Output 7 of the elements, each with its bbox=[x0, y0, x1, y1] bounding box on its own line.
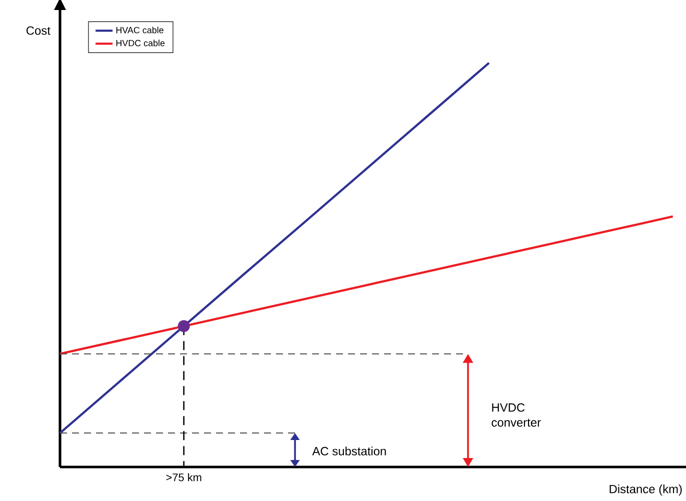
legend-label: HVDC cable bbox=[116, 40, 165, 46]
annotation: HVDC converter bbox=[492, 403, 541, 427]
y-axis-title: Cost bbox=[26, 26, 50, 35]
x-axis-title: Distance (km) bbox=[610, 484, 682, 496]
legend-label: HVAC cable bbox=[116, 26, 164, 34]
text: >75 km bbox=[166, 473, 202, 482]
annotation: AC substation bbox=[312, 446, 386, 456]
